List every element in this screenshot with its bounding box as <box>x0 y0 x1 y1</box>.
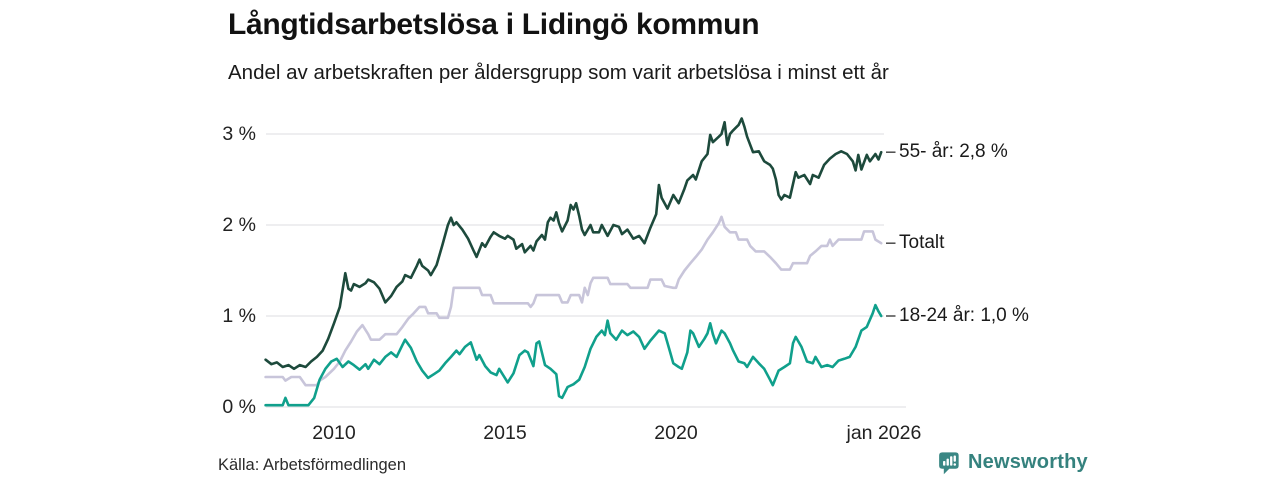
bar-chart-speech-bubble-icon <box>939 452 959 475</box>
y-axis-label: 3 % <box>222 123 256 145</box>
series-line-55-ar <box>264 117 883 371</box>
page-title: Långtidsarbetslösa i Lidingö kommun <box>228 8 760 41</box>
y-axis-label: 0 % <box>222 396 256 418</box>
y-axis-label: 2 % <box>222 214 256 236</box>
series-end-label-totalt: Totalt <box>899 232 945 254</box>
series-end-label-18-24-ar: 18-24 år: 1,0 % <box>899 305 1029 326</box>
newsworthy-logo: Newsworthy <box>936 450 1088 475</box>
chart-subtitle: Andel av arbetskraften per åldersgrupp s… <box>228 61 889 84</box>
y-axis-label: 1 % <box>222 305 256 327</box>
brand-name: Newsworthy <box>968 451 1088 473</box>
x-axis-label: 2015 <box>483 422 527 444</box>
x-axis-label: jan 2026 <box>846 422 922 444</box>
series-end-label-55-ar: 55- år: 2,8 % <box>899 141 1008 163</box>
x-axis-label: 2020 <box>654 422 698 444</box>
source-note: Källa: Arbetsförmedlingen <box>218 456 407 474</box>
series-line-18-24-ar <box>264 303 883 407</box>
series-line-totalt <box>264 215 883 387</box>
x-axis-label: 2010 <box>312 422 356 444</box>
